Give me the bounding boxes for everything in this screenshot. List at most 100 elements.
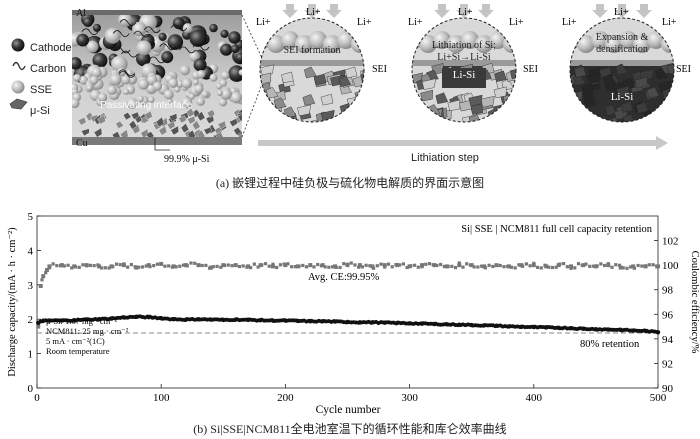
ce-point <box>498 263 502 268</box>
sse-particle <box>216 89 223 96</box>
ce-point <box>297 264 301 268</box>
ce-point <box>610 265 614 269</box>
sse-particle <box>220 88 232 100</box>
capacity-point <box>654 330 659 335</box>
ce-point <box>550 265 555 270</box>
ce-point <box>85 264 89 268</box>
ce-point <box>290 265 294 269</box>
sse-particle <box>194 84 204 94</box>
ce-point <box>208 266 212 270</box>
ce-point <box>476 265 480 269</box>
ce-point <box>267 264 271 268</box>
ce-point <box>405 265 409 270</box>
ce-point <box>189 261 193 265</box>
ce-point <box>412 263 417 267</box>
ce-point <box>137 265 141 269</box>
silicon-shard <box>513 81 516 94</box>
ce-point <box>599 262 603 266</box>
legend-sse-label: SSE <box>30 84 53 96</box>
ce-point <box>420 265 424 269</box>
ce-point <box>234 263 238 267</box>
ce-point <box>126 265 130 269</box>
li-label: Li+ <box>408 17 423 28</box>
sse-particle <box>181 97 193 109</box>
silicon-shard <box>581 83 594 95</box>
lithiation-step-arrow <box>258 136 668 150</box>
ce-point <box>375 264 379 268</box>
carbon-fiber <box>179 46 196 54</box>
silicon-shard <box>655 67 669 80</box>
silicon-shard <box>620 101 634 113</box>
y-tick-label: 3 <box>28 280 34 292</box>
y2-tick-label: 90 <box>662 383 674 395</box>
silicon-flake <box>97 114 106 125</box>
x-axis-label: Cycle number <box>316 404 381 416</box>
silicon-shard <box>358 113 364 122</box>
silicon-shard <box>505 104 516 116</box>
al-label: Al <box>76 8 86 19</box>
silicon-shard <box>321 120 335 122</box>
y-tick-label: 5 <box>28 211 34 223</box>
panel-a: Al Cu Passivating interface 99.9% μ-Si L… <box>0 0 700 195</box>
ce-point <box>129 262 133 267</box>
ce-point <box>487 263 491 267</box>
sse-particle <box>209 73 218 82</box>
ce-point <box>535 265 540 269</box>
ce-point <box>178 264 182 268</box>
y2-tick-label: 94 <box>662 334 674 346</box>
sei-band <box>412 60 516 66</box>
li-label: Li+ <box>256 17 271 28</box>
ce-point <box>215 264 219 268</box>
sse-particle <box>181 78 193 89</box>
ce-point <box>591 264 596 268</box>
ce-point <box>230 264 234 268</box>
sse-sphere <box>461 31 479 49</box>
ce-point <box>565 265 569 269</box>
ce-point <box>457 263 462 268</box>
cathode-particle <box>189 51 200 62</box>
cu-label: Cu <box>76 138 88 149</box>
silicon-flake <box>130 111 140 120</box>
ce-point <box>40 278 44 282</box>
silicon-shard <box>266 87 279 99</box>
ce-point <box>211 265 215 269</box>
ce-point <box>606 262 610 266</box>
silicon-shard <box>353 97 364 110</box>
retention-label: 80% retention <box>580 339 640 350</box>
silicon-shard <box>281 71 294 84</box>
sse-particle <box>122 88 130 95</box>
ce-point <box>275 265 279 270</box>
carbon-fiber <box>143 26 161 34</box>
ce-point <box>506 264 510 268</box>
ce-point <box>77 265 81 269</box>
ce-point <box>446 264 450 269</box>
ce-point <box>632 266 637 270</box>
ce-point <box>588 264 592 268</box>
si-legend-icon <box>9 98 28 110</box>
legend-carbon-label: Carbon <box>30 63 67 75</box>
cathode-particle <box>172 17 185 30</box>
sse-sphere <box>419 35 437 53</box>
carbon-fiber <box>133 30 151 38</box>
cathode-particle <box>132 21 147 37</box>
ce-point <box>547 265 551 269</box>
silicon-shard <box>515 98 516 111</box>
ce-point <box>382 263 387 268</box>
silicon-flake <box>217 120 227 130</box>
ce-point <box>181 263 186 267</box>
ce-point <box>219 265 223 269</box>
silicon-shard <box>344 66 358 79</box>
purity-label: 99.9% μ-Si <box>164 154 210 165</box>
silicon-shard <box>302 94 316 106</box>
silicon-shard <box>304 66 317 79</box>
cathode-particle <box>167 34 184 50</box>
sse-sphere <box>433 31 451 49</box>
sse-particle <box>188 93 195 100</box>
ce-point <box>73 265 78 269</box>
y2-tick-label: 100 <box>662 260 679 272</box>
ce-point <box>614 263 618 267</box>
silicon-shard <box>570 111 582 122</box>
sse-particle <box>166 98 173 105</box>
sse-particle <box>168 78 179 88</box>
ce-point <box>99 266 104 270</box>
